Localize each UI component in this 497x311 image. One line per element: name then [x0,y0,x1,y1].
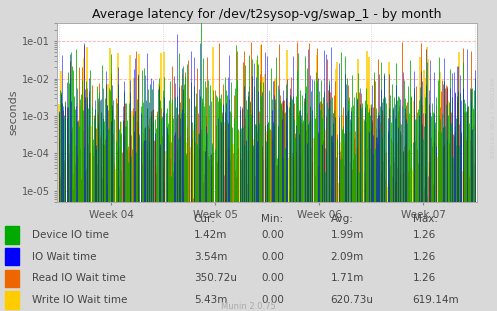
Bar [5,226,19,244]
Bar [5,248,19,265]
Text: RRDTOOL / TOBI OETIKER: RRDTOOL / TOBI OETIKER [489,78,494,159]
Text: 1.26: 1.26 [413,230,436,240]
Text: Munin 2.0.75: Munin 2.0.75 [221,301,276,310]
Text: 1.71m: 1.71m [331,273,364,283]
Bar [5,270,19,287]
Text: 1.42m: 1.42m [194,230,227,240]
Text: Max:: Max: [413,214,437,224]
Text: 0.00: 0.00 [261,252,284,262]
Bar [5,291,19,309]
Text: 1.99m: 1.99m [331,230,364,240]
Title: Average latency for /dev/t2sysop-vg/swap_1 - by month: Average latency for /dev/t2sysop-vg/swap… [92,8,442,21]
Text: 1.26: 1.26 [413,252,436,262]
Y-axis label: seconds: seconds [9,90,19,136]
Text: IO Wait time: IO Wait time [32,252,97,262]
Text: Avg:: Avg: [331,214,353,224]
Text: 0.00: 0.00 [261,295,284,305]
Text: 5.43m: 5.43m [194,295,227,305]
Text: 1.26: 1.26 [413,273,436,283]
Text: 0.00: 0.00 [261,230,284,240]
Text: 0.00: 0.00 [261,273,284,283]
Text: Min:: Min: [261,214,283,224]
Text: Device IO time: Device IO time [32,230,109,240]
Text: 619.14m: 619.14m [413,295,459,305]
Text: 2.09m: 2.09m [331,252,364,262]
Text: 3.54m: 3.54m [194,252,227,262]
Text: 350.72u: 350.72u [194,273,237,283]
Text: 620.73u: 620.73u [331,295,374,305]
Text: Cur:: Cur: [194,214,216,224]
Text: Write IO Wait time: Write IO Wait time [32,295,128,305]
Text: Read IO Wait time: Read IO Wait time [32,273,126,283]
